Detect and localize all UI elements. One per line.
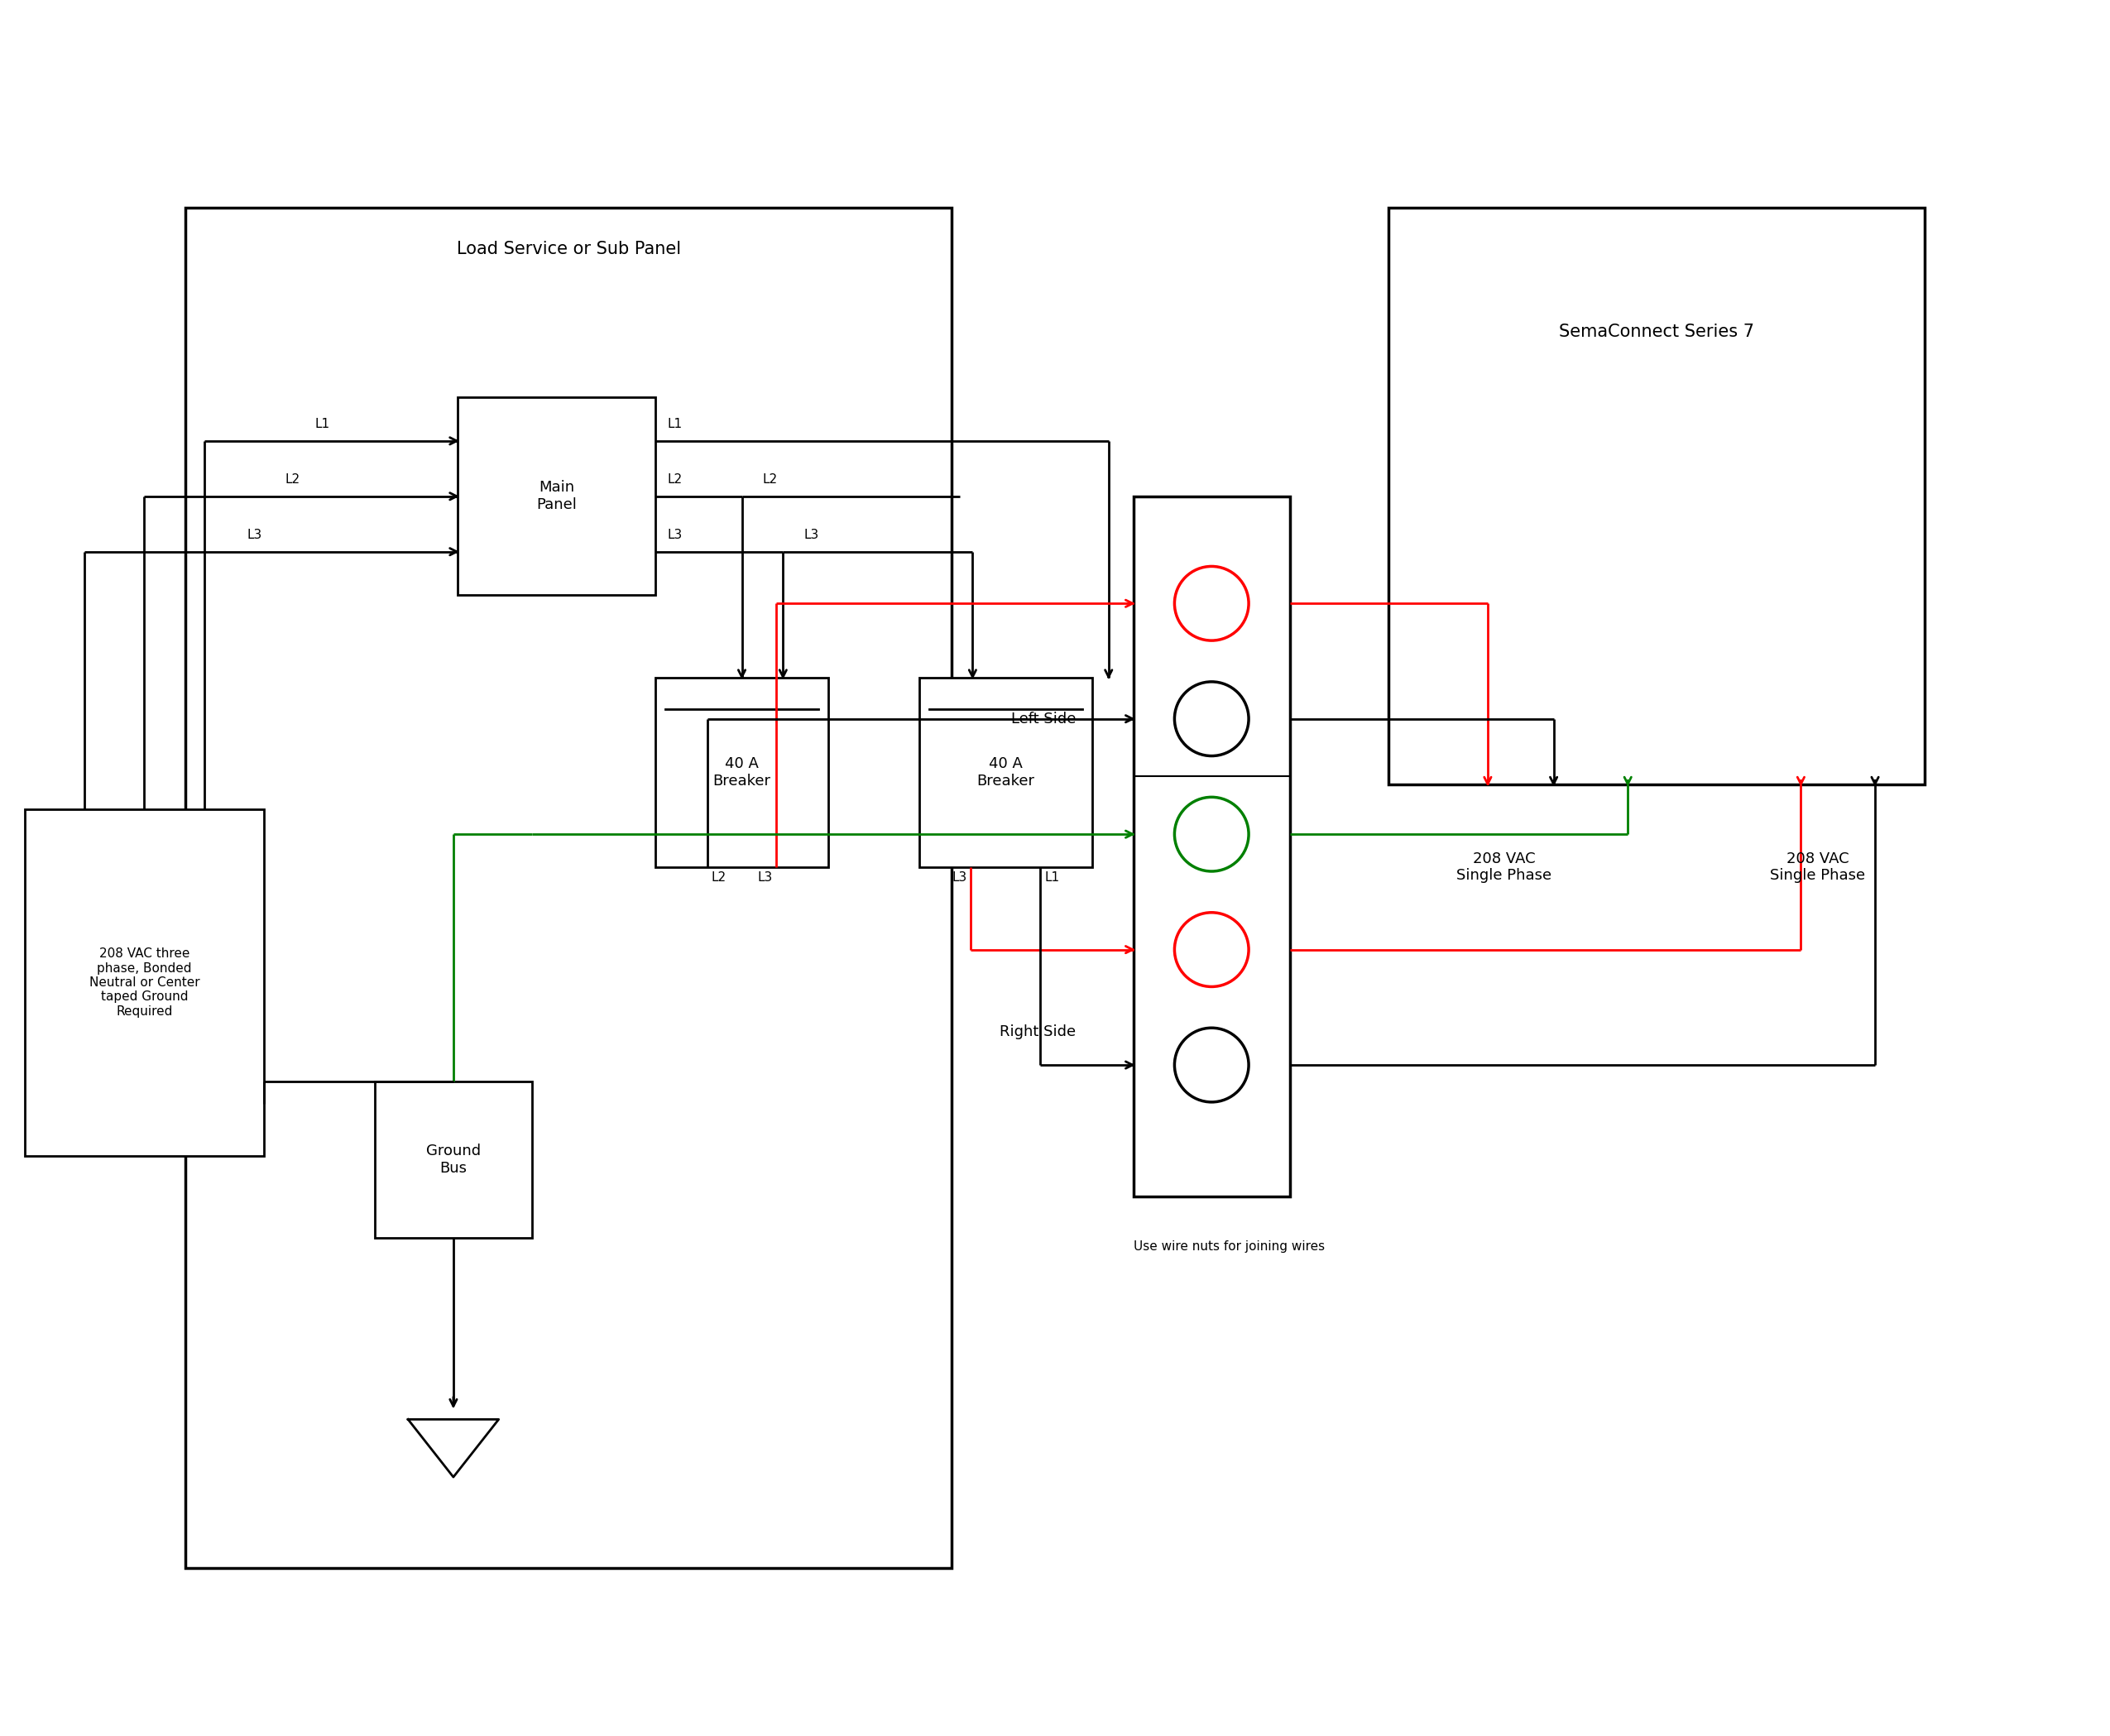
- Bar: [186, 208, 952, 1568]
- Text: L3: L3: [247, 528, 262, 542]
- Text: L1: L1: [667, 418, 684, 431]
- Circle shape: [1175, 797, 1249, 871]
- Bar: [1133, 496, 1289, 1196]
- Text: L3: L3: [804, 528, 819, 542]
- Circle shape: [1175, 1028, 1249, 1102]
- Text: Load Service or Sub Panel: Load Service or Sub Panel: [456, 241, 682, 257]
- Bar: [1388, 208, 1924, 785]
- Circle shape: [1175, 682, 1249, 755]
- Text: L2: L2: [285, 474, 300, 486]
- Circle shape: [1175, 566, 1249, 641]
- Text: Main
Panel: Main Panel: [536, 481, 576, 512]
- Text: Right Side: Right Side: [1000, 1024, 1076, 1040]
- Text: SemaConnect Series 7: SemaConnect Series 7: [1559, 323, 1753, 340]
- Text: L3: L3: [757, 871, 772, 884]
- Text: Use wire nuts for joining wires: Use wire nuts for joining wires: [1133, 1240, 1325, 1252]
- Bar: [376, 1082, 532, 1238]
- Text: 208 VAC
Single Phase: 208 VAC Single Phase: [1456, 851, 1551, 884]
- Text: Left Side: Left Side: [1011, 712, 1076, 726]
- Text: L1: L1: [1044, 871, 1059, 884]
- Circle shape: [1175, 913, 1249, 986]
- Text: 40 A
Breaker: 40 A Breaker: [713, 757, 770, 788]
- Bar: [458, 398, 656, 595]
- Bar: [920, 677, 1093, 868]
- Text: L3: L3: [952, 871, 966, 884]
- Text: Ground
Bus: Ground Bus: [426, 1144, 481, 1175]
- Text: L2: L2: [667, 474, 684, 486]
- Text: 208 VAC
Single Phase: 208 VAC Single Phase: [1770, 851, 1865, 884]
- Text: L3: L3: [667, 528, 684, 542]
- Text: L2: L2: [762, 474, 776, 486]
- Bar: [656, 677, 829, 868]
- Text: L1: L1: [314, 418, 329, 431]
- Bar: [25, 809, 264, 1156]
- Text: L2: L2: [711, 871, 726, 884]
- Text: 40 A
Breaker: 40 A Breaker: [977, 757, 1034, 788]
- Text: 208 VAC three
phase, Bonded
Neutral or Center
taped Ground
Required: 208 VAC three phase, Bonded Neutral or C…: [89, 948, 200, 1017]
